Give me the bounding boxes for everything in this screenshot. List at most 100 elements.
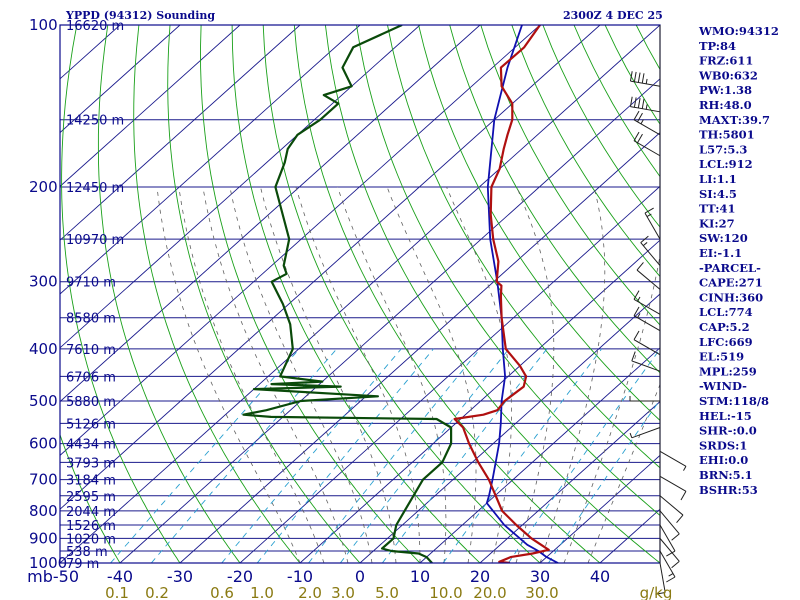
isotherm-line bbox=[60, 25, 481, 403]
wind-barb-shaft bbox=[659, 538, 680, 562]
isotherm-line bbox=[60, 25, 301, 241]
wind-barb-flag bbox=[637, 133, 643, 144]
wind-barb-shaft bbox=[633, 140, 661, 157]
index-item: MPL:259 bbox=[699, 364, 757, 378]
wind-barb-flag bbox=[655, 592, 666, 595]
index-item: RH:48.0 bbox=[699, 98, 752, 112]
dry-adiabat bbox=[61, 25, 181, 563]
moist-adiabat bbox=[156, 186, 301, 563]
temperature-tick-label: 30 bbox=[530, 567, 550, 586]
mixing-ratio-label: 1.0 bbox=[250, 584, 274, 600]
temperature-tick-label: -30 bbox=[167, 567, 193, 586]
index-item: CINH:360 bbox=[699, 290, 763, 304]
dry-adiabat bbox=[60, 433, 121, 563]
dry-adiabat bbox=[133, 25, 301, 563]
index-item: SRDS:1 bbox=[699, 438, 747, 452]
moist-adiabat bbox=[386, 186, 477, 563]
height-label: 14250 m bbox=[66, 114, 124, 129]
wind-barb-flag bbox=[629, 432, 633, 438]
moist-adiabat bbox=[229, 186, 373, 563]
temperature-tick-label: 20 bbox=[470, 567, 490, 586]
mixing-ratio-line bbox=[150, 348, 338, 563]
height-label: 5126 m bbox=[66, 417, 116, 432]
mixing-ratio-line bbox=[256, 348, 434, 563]
index-item: SI:4.5 bbox=[699, 187, 737, 201]
index-item: TP:84 bbox=[699, 39, 736, 53]
isotherm-line bbox=[299, 239, 660, 563]
height-label: 6706 m bbox=[66, 370, 116, 385]
dry-adiabat bbox=[200, 25, 421, 563]
height-label: 1020 m bbox=[66, 532, 116, 547]
pressure-tick-label: 300 bbox=[29, 273, 58, 291]
moist-adiabat bbox=[563, 253, 660, 563]
wind-barb-shaft bbox=[644, 212, 661, 240]
temperature-tick-label: 0 bbox=[355, 567, 365, 586]
mixing-ratio-label: 0.6 bbox=[210, 584, 234, 600]
wind-barb-flag bbox=[640, 119, 644, 125]
wind-barb-shaft bbox=[631, 360, 661, 372]
wind-barb-flag bbox=[637, 313, 641, 318]
pressure-tick-label: 800 bbox=[29, 502, 58, 520]
pressure-tick-label: 200 bbox=[29, 178, 58, 196]
dry-adiabat bbox=[231, 25, 481, 563]
index-item: TH:5801 bbox=[699, 128, 755, 142]
index-item: CAP:5.2 bbox=[699, 320, 750, 334]
height-label: 8580 m bbox=[66, 312, 116, 327]
wind-barb-shaft bbox=[630, 80, 661, 87]
height-label: 538 m bbox=[66, 545, 108, 560]
moist-adiabat bbox=[539, 186, 606, 563]
station-title: YPPD (94312) Sounding bbox=[65, 9, 215, 22]
wind-barb-flag bbox=[637, 296, 641, 302]
isotherm-line bbox=[60, 25, 541, 457]
wind-barb-flag bbox=[636, 262, 644, 271]
moist-adiabat bbox=[295, 186, 421, 563]
height-label: 3184 m bbox=[66, 474, 116, 489]
dry-adiabat bbox=[511, 25, 660, 278]
wind-barb-flag bbox=[646, 213, 652, 218]
isotherm-line bbox=[60, 25, 361, 295]
dry-adiabat bbox=[418, 25, 660, 422]
wind-barb-flag bbox=[633, 131, 640, 142]
isotherm-line bbox=[539, 454, 660, 563]
wind-barb-flag bbox=[641, 73, 645, 84]
height-label: 9710 m bbox=[66, 276, 116, 291]
height-label: 2595 m bbox=[66, 490, 116, 505]
wind-barb-shaft bbox=[659, 495, 684, 516]
moist-adiabat bbox=[587, 383, 660, 563]
dry-adiabat bbox=[324, 25, 660, 563]
index-item: SHR-:0.0 bbox=[699, 424, 757, 438]
index-item: HEL:-15 bbox=[699, 409, 752, 423]
mixing-ratio-label: 5.0 bbox=[375, 584, 399, 600]
wind-barb-shaft bbox=[633, 339, 661, 356]
wind-barb-shaft bbox=[633, 119, 661, 136]
wind-barb-flag bbox=[676, 514, 684, 524]
index-item: CAPE:271 bbox=[699, 276, 763, 290]
index-item: L57:5.3 bbox=[699, 142, 747, 156]
isotherm-line bbox=[419, 347, 660, 563]
wind-barb-shaft bbox=[659, 475, 687, 492]
pressure-tick-label: 500 bbox=[29, 392, 58, 410]
dry-adiabat bbox=[293, 25, 601, 563]
dry-adiabat bbox=[761, 25, 800, 563]
wind-barb-flag bbox=[642, 242, 648, 247]
height-label: 2044 m bbox=[66, 505, 116, 520]
mixing-ratio-line bbox=[507, 348, 660, 563]
index-item: EL:519 bbox=[699, 350, 744, 364]
isotherm-line bbox=[60, 25, 241, 188]
mixing-ratio-label: 3.0 bbox=[331, 584, 355, 600]
wind-profile bbox=[629, 25, 687, 595]
wind-barb-flag bbox=[641, 98, 645, 109]
mixing-ratio-line bbox=[110, 348, 300, 563]
mixing-ratio-line bbox=[442, 348, 603, 563]
dewpoint-trace bbox=[242, 25, 453, 563]
index-item: FRZ:611 bbox=[699, 54, 753, 68]
wind-barb-flag bbox=[640, 235, 649, 243]
valid-time: 2300Z 4 DEC 25 bbox=[563, 9, 663, 22]
index-item: KI:27 bbox=[699, 216, 735, 230]
isotherm-line bbox=[60, 25, 421, 349]
index-item: MAXT:39.7 bbox=[699, 113, 770, 127]
wind-barb-flag bbox=[637, 98, 641, 109]
index-item: BSHR:53 bbox=[699, 483, 758, 497]
grid-lines bbox=[60, 25, 800, 563]
